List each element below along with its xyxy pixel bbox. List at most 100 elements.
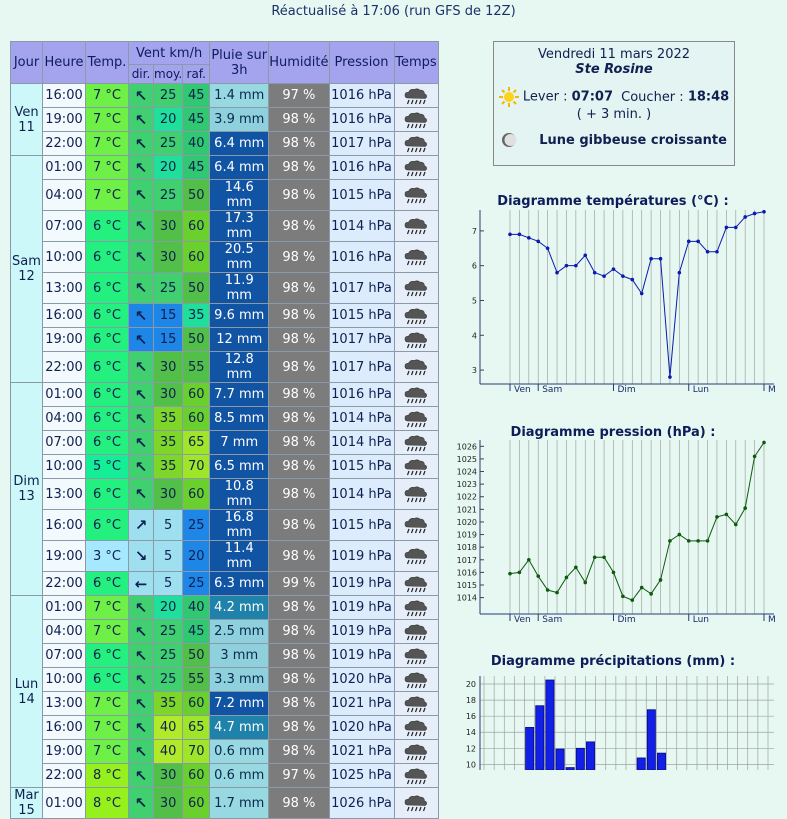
rain-cloud-icon	[404, 218, 427, 235]
rain-cloud-icon	[404, 331, 427, 348]
wind-direction-cell: ↖	[128, 351, 154, 383]
rain-cloud-icon	[404, 359, 427, 376]
data-point	[527, 236, 531, 240]
panel-date: Vendredi 11 mars 2022	[537, 47, 691, 62]
humidity-cell: 98 %	[268, 454, 330, 479]
data-point	[658, 256, 663, 261]
wind-direction-cell: ↖	[128, 691, 154, 716]
rain-cloud-icon	[404, 671, 427, 688]
data-point	[752, 211, 757, 216]
pressure-cell: 1016 hPa	[328, 107, 395, 132]
wind-gust-cell: 50	[182, 272, 211, 304]
data-point	[762, 210, 766, 214]
humidity-cell: 98 %	[268, 131, 330, 156]
temp-cell: 6 °C	[85, 406, 129, 431]
humidity-cell: 98 %	[268, 327, 330, 352]
data-point	[649, 256, 653, 261]
wind-gust-cell: 65	[182, 715, 211, 740]
col-header-temp: Temp.	[85, 41, 129, 84]
humidity-cell: 97 %	[268, 763, 330, 788]
forecast-row: 07:00 6 °C ↖ 35 65 7 mm 98 % 1014 hPa	[11, 430, 439, 455]
forecast-row: 19:00 7 °C ↖ 40 70 0.6 mm 98 % 1021 hPa	[11, 739, 439, 764]
rain-cell: 6.4 mm	[209, 155, 270, 180]
data-point	[545, 588, 550, 592]
y-tick-label: 1018	[457, 543, 477, 552]
forecast-row: 19:00 7 °C ↖ 20 45 3.9 mm 98 % 1016 hPa	[11, 107, 439, 132]
humidity-cell: 98 %	[268, 382, 330, 407]
rain-cell: 3 mm	[209, 643, 270, 668]
wind-direction-cell: ↖	[128, 327, 154, 352]
wind-direction-cell: ↖	[128, 787, 154, 819]
day-length-change: ( + 3 min. )	[576, 107, 652, 122]
rain-cloud-icon	[404, 767, 427, 784]
forecast-table: Jour Heure Temp. Vent km/h Pluie sur 3h …	[10, 41, 439, 819]
pressure-cell: 1014 hPa	[328, 210, 395, 242]
temp-cell: 7 °C	[85, 595, 129, 620]
data-point	[658, 578, 663, 582]
weather-cell	[393, 763, 439, 788]
wind-speed-cell: 25	[152, 179, 184, 211]
hour-cell: 19:00	[42, 739, 86, 764]
pressure-cell: 1015 hPa	[328, 303, 395, 328]
rain-cell: 4.7 mm	[209, 715, 270, 740]
y-tick-label: 3	[472, 366, 477, 375]
wind-direction-cell: ↖	[128, 595, 154, 620]
rain-bar	[555, 748, 565, 770]
pressure-cell: 1019 hPa	[328, 619, 395, 644]
rain-cell: 7 mm	[209, 430, 270, 455]
weather-cell	[393, 619, 439, 644]
rain-cell: 16.8 mm	[209, 509, 270, 541]
data-point	[705, 249, 710, 254]
forecast-row: 19:00 3 °C ↘ 5 20 11.4 mm 98 % 1019 hPa	[11, 540, 439, 572]
forecast-row: 19:00 6 °C ↖ 15 50 12 mm 98 % 1017 hPa	[11, 327, 439, 352]
weather-cell	[393, 478, 439, 510]
rain-cloud-icon	[404, 647, 427, 664]
rain-cloud-icon	[404, 386, 427, 403]
weather-cell	[393, 327, 439, 352]
rain-bar	[636, 757, 646, 770]
day-name: Ven	[14, 104, 39, 120]
hour-cell: 16:00	[42, 509, 86, 541]
y-tick-label: 1016	[457, 568, 477, 577]
rain-cloud-icon	[404, 410, 427, 427]
data-point	[611, 570, 616, 575]
humidity-cell: 99 %	[268, 571, 330, 596]
humidity-cell: 98 %	[268, 595, 330, 620]
temp-cell: 6 °C	[85, 509, 129, 541]
forecast-row: 10:00 6 °C ↖ 25 55 3.3 mm 98 % 1020 hPa	[11, 667, 439, 692]
temp-cell: 7 °C	[85, 131, 129, 156]
wind-speed-cell: 20	[152, 595, 184, 620]
forecast-row: 22:00 7 °C ↖ 25 40 6.4 mm 98 % 1017 hPa	[11, 131, 439, 156]
wind-speed-cell: 15	[152, 303, 184, 328]
wind-gust-cell: 45	[182, 107, 211, 132]
pressure-cell: 1016 hPa	[328, 83, 395, 108]
data-point	[686, 239, 691, 244]
wind-direction-cell: ↖	[128, 478, 154, 510]
data-point	[630, 277, 635, 282]
x-day-label: Dim	[617, 385, 635, 395]
rain-cell: 3.9 mm	[209, 107, 270, 132]
temp-chart-title: Diagramme températures (°C) :	[497, 194, 729, 209]
wind-gust-cell: 60	[182, 763, 211, 788]
wind-gust-cell: 65	[182, 430, 211, 455]
day-name: Dim	[13, 474, 40, 489]
forecast-row: 13:00 6 °C ↖ 25 50 11.9 mm 98 % 1017 hPa	[11, 272, 439, 304]
wind-gust-cell: 35	[182, 303, 211, 328]
forecast-row: 16:00 6 °C ↖ 15 35 9.6 mm 98 % 1015 hPa	[11, 303, 439, 328]
wind-speed-cell: 30	[152, 351, 184, 383]
humidity-cell: 98 %	[268, 540, 330, 572]
wind-speed-cell: 20	[152, 155, 184, 180]
weather-cell	[393, 454, 439, 479]
pressure-chart-title: Diagramme pression (hPa) :	[510, 425, 716, 440]
wind-direction-cell: ↖	[128, 406, 154, 431]
weather-cell	[393, 540, 439, 572]
data-point	[715, 249, 719, 254]
wind-speed-cell: 35	[152, 406, 184, 431]
day-number: 13	[18, 489, 35, 504]
rain-cloud-icon	[404, 307, 427, 324]
temp-cell: 3 °C	[85, 540, 129, 572]
wind-gust-cell: 25	[182, 571, 211, 596]
data-point	[686, 539, 691, 543]
weather-cell	[393, 509, 439, 541]
wind-speed-cell: 30	[152, 763, 184, 788]
